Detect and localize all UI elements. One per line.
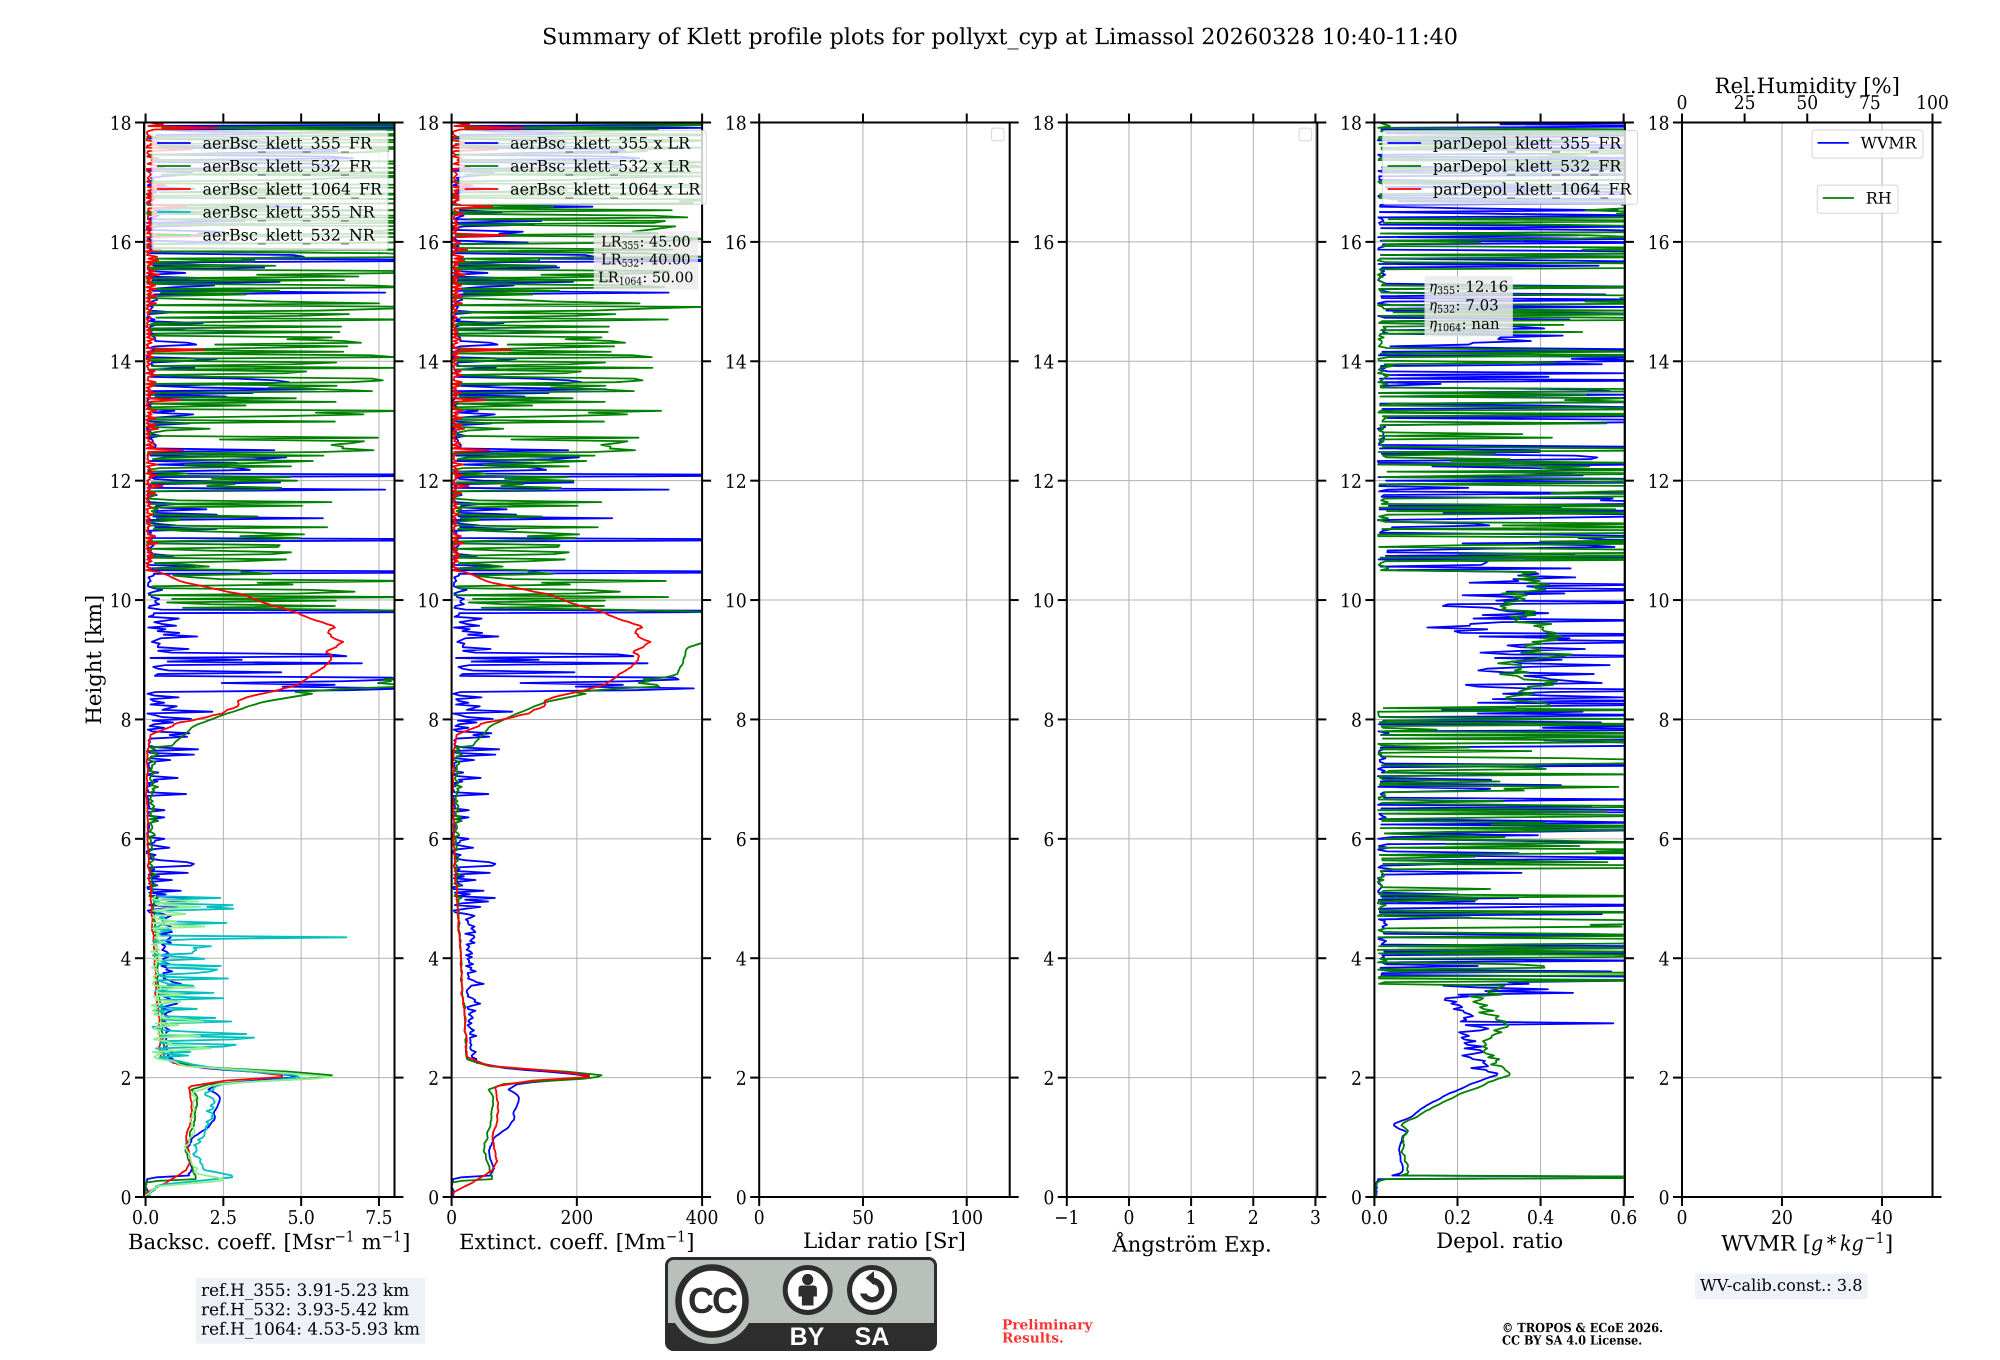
svg-text:BY: BY [790, 1323, 825, 1351]
svg-text:CC: CC [688, 1280, 738, 1321]
svg-text:SA: SA [855, 1323, 890, 1351]
